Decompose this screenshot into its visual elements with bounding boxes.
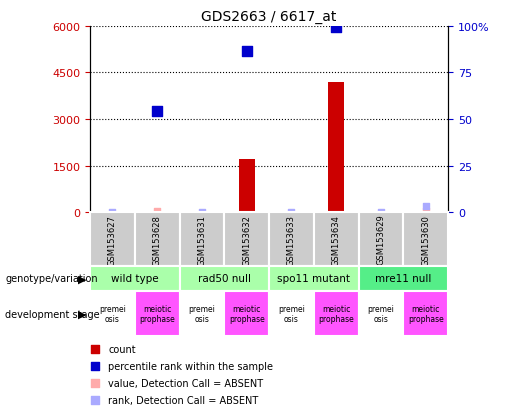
Bar bbox=[329, 83, 344, 213]
Text: GSM153629: GSM153629 bbox=[376, 214, 385, 265]
Title: GDS2663 / 6617_at: GDS2663 / 6617_at bbox=[201, 10, 337, 24]
Text: percentile rank within the sample: percentile rank within the sample bbox=[108, 361, 273, 371]
Text: meiotic
prophase: meiotic prophase bbox=[140, 304, 175, 323]
Bar bbox=[239, 160, 254, 213]
Text: meiotic
prophase: meiotic prophase bbox=[318, 304, 354, 323]
Point bbox=[153, 208, 161, 214]
Point bbox=[153, 109, 161, 115]
Bar bbox=[269, 291, 314, 337]
Text: premei
osis: premei osis bbox=[99, 304, 126, 323]
Bar bbox=[180, 291, 225, 337]
Text: GSM153630: GSM153630 bbox=[421, 214, 430, 265]
Point bbox=[91, 397, 99, 404]
Point bbox=[377, 209, 385, 216]
Text: value, Detection Call = ABSENT: value, Detection Call = ABSENT bbox=[108, 378, 263, 388]
Text: premei
osis: premei osis bbox=[188, 304, 215, 323]
Bar bbox=[225, 291, 269, 337]
Point bbox=[422, 208, 430, 214]
Text: meiotic
prophase: meiotic prophase bbox=[408, 304, 443, 323]
Text: GSM153628: GSM153628 bbox=[153, 214, 162, 265]
Bar bbox=[225, 213, 269, 266]
Text: ▶: ▶ bbox=[78, 309, 87, 319]
Bar bbox=[403, 213, 448, 266]
Text: GSM153631: GSM153631 bbox=[197, 214, 207, 265]
Point bbox=[198, 209, 206, 216]
Bar bbox=[314, 213, 358, 266]
Text: premei
osis: premei osis bbox=[278, 304, 305, 323]
Bar bbox=[314, 291, 358, 337]
Bar bbox=[358, 266, 448, 291]
Text: meiotic
prophase: meiotic prophase bbox=[229, 304, 265, 323]
Text: mre11 null: mre11 null bbox=[375, 274, 432, 284]
Point bbox=[422, 203, 430, 210]
Text: wild type: wild type bbox=[111, 274, 159, 284]
Bar bbox=[180, 213, 225, 266]
Text: premei
osis: premei osis bbox=[368, 304, 394, 323]
Text: rad50 null: rad50 null bbox=[198, 274, 251, 284]
Bar bbox=[269, 266, 358, 291]
Text: GSM153632: GSM153632 bbox=[242, 214, 251, 265]
Point bbox=[243, 48, 251, 55]
Bar bbox=[403, 291, 448, 337]
Text: ▶: ▶ bbox=[78, 274, 87, 284]
Text: rank, Detection Call = ABSENT: rank, Detection Call = ABSENT bbox=[108, 395, 258, 405]
Text: spo11 mutant: spo11 mutant bbox=[278, 274, 350, 284]
Bar bbox=[90, 213, 135, 266]
Bar bbox=[135, 291, 180, 337]
Text: count: count bbox=[108, 344, 135, 354]
Bar bbox=[135, 213, 180, 266]
Point bbox=[91, 380, 99, 387]
Bar bbox=[358, 213, 403, 266]
Bar bbox=[180, 266, 269, 291]
Point bbox=[91, 363, 99, 370]
Bar bbox=[90, 291, 135, 337]
Point bbox=[91, 346, 99, 353]
Point bbox=[332, 25, 340, 32]
Bar bbox=[269, 213, 314, 266]
Text: GSM153633: GSM153633 bbox=[287, 214, 296, 265]
Point bbox=[108, 209, 116, 216]
Bar bbox=[90, 266, 180, 291]
Bar bbox=[358, 291, 403, 337]
Text: development stage: development stage bbox=[5, 309, 100, 319]
Point bbox=[287, 209, 296, 216]
Text: GSM153634: GSM153634 bbox=[332, 214, 341, 265]
Text: genotype/variation: genotype/variation bbox=[5, 274, 98, 284]
Text: GSM153627: GSM153627 bbox=[108, 214, 117, 265]
